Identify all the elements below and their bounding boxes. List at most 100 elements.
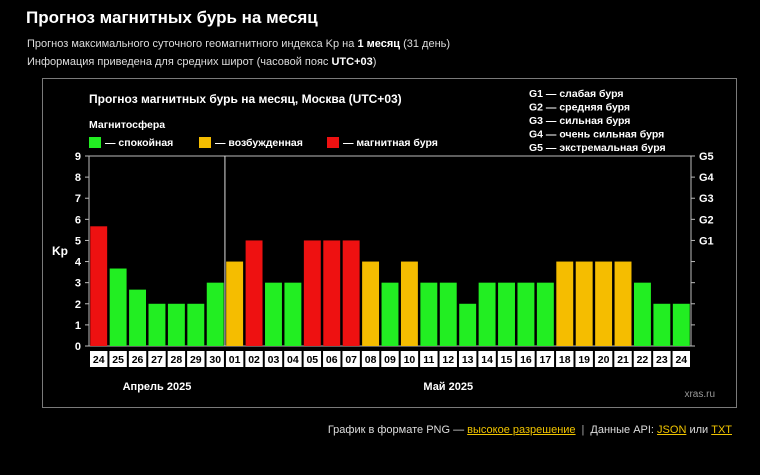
day-label: 05 — [306, 354, 318, 366]
day-label: 19 — [578, 354, 590, 366]
bar — [381, 282, 399, 346]
bar — [167, 303, 185, 346]
day-label-box — [342, 351, 360, 367]
day-label-box — [439, 351, 457, 367]
bar — [478, 282, 496, 346]
bar — [206, 282, 224, 346]
y-tick-label: 9 — [75, 151, 81, 163]
day-label: 08 — [365, 354, 377, 366]
storm-scale-item: G1 — слабая буря — [529, 88, 624, 100]
month-label: Май 2025 — [423, 381, 473, 393]
y-tick-label: 5 — [75, 235, 81, 247]
day-label: 15 — [501, 354, 513, 366]
bar — [672, 303, 690, 346]
day-label-box — [245, 351, 263, 367]
y-tick-label: 7 — [75, 193, 81, 205]
bar — [556, 261, 574, 346]
day-label: 29 — [190, 354, 202, 366]
note-text: Информация приведена для средних широт (… — [27, 56, 332, 68]
storm-scale-item: G3 — сильная буря — [529, 115, 630, 127]
y-axis-label: Kp — [52, 244, 68, 258]
day-label-box — [517, 351, 535, 367]
day-label-box — [264, 351, 283, 367]
legend-swatch-storm — [327, 137, 339, 148]
day-label-box — [187, 351, 205, 367]
day-label-box — [458, 351, 477, 367]
day-label-box — [672, 351, 690, 367]
bar — [226, 261, 244, 346]
legend-label-storm: — магнитная буря — [343, 137, 438, 149]
storm-scale-item: G2 — средняя буря — [529, 102, 630, 114]
day-label: 24 — [93, 354, 105, 366]
day-label-box — [633, 351, 652, 367]
bar — [614, 261, 632, 346]
bar — [323, 240, 341, 346]
json-link[interactable]: JSON — [657, 424, 687, 436]
right-tick-label: G4 — [699, 172, 715, 184]
bar — [148, 303, 166, 346]
chart-frame: Прогноз магнитных бурь на месяц, Москва … — [42, 78, 737, 408]
day-label: 18 — [559, 354, 571, 366]
day-label-box — [109, 351, 127, 367]
day-label: 12 — [442, 354, 454, 366]
right-tick-label: G5 — [699, 151, 714, 163]
y-tick-label: 8 — [75, 172, 81, 184]
note-timezone: UTC+03 — [331, 56, 373, 68]
y-tick-label: 0 — [75, 341, 81, 353]
day-label: 03 — [268, 354, 280, 366]
bar — [575, 261, 593, 346]
desc-period: 1 месяц — [357, 38, 401, 50]
forecast-description: Прогноз максимального суточного геомагни… — [27, 38, 450, 50]
day-label: 13 — [462, 354, 474, 366]
day-label: 10 — [404, 354, 416, 366]
y-tick-label: 3 — [75, 278, 81, 290]
bar — [459, 303, 477, 346]
month-label: Апрель 2025 — [123, 381, 192, 393]
day-label-box — [653, 351, 671, 367]
footer-separator: | — [581, 424, 585, 436]
day-label: 25 — [112, 354, 124, 366]
watermark: xras.ru — [684, 389, 715, 400]
day-label-box — [594, 351, 613, 367]
bar — [595, 261, 613, 346]
day-label-box — [225, 351, 244, 367]
day-label-box — [536, 351, 555, 367]
day-label: 30 — [209, 354, 221, 366]
day-label: 22 — [637, 354, 649, 366]
txt-link[interactable]: TXT — [711, 424, 732, 436]
day-label: 28 — [171, 354, 183, 366]
day-label-box — [128, 351, 147, 367]
bar — [245, 240, 263, 346]
bar — [362, 261, 380, 346]
page-title: Прогноз магнитных бурь на месяц — [26, 8, 318, 27]
high-res-link[interactable]: высокое разрешение — [467, 424, 576, 436]
storm-scale-item: G4 — очень сильная буря — [529, 129, 664, 141]
latitude-note: Информация приведена для средних широт (… — [27, 56, 376, 68]
bar — [498, 282, 515, 346]
chart-title: Прогноз магнитных бурь на месяц, Москва … — [89, 92, 402, 106]
right-tick-label: G1 — [699, 235, 714, 247]
bar — [265, 282, 282, 346]
legend-swatch-excited — [199, 137, 211, 148]
bar — [187, 303, 205, 346]
bar — [342, 240, 360, 346]
y-tick-label: 1 — [75, 320, 81, 332]
day-label-box — [420, 351, 438, 367]
legend-title: Магнитосфера — [89, 119, 165, 131]
bar — [284, 282, 302, 346]
day-label-box — [361, 351, 380, 367]
day-label-box — [167, 351, 186, 367]
day-label-box — [400, 351, 419, 367]
day-label-box — [497, 351, 516, 367]
legend-label-excited: — возбужденная — [215, 137, 303, 149]
day-label-box — [303, 351, 322, 367]
y-tick-label: 2 — [75, 299, 81, 311]
day-label-box — [478, 351, 496, 367]
day-label-box — [381, 351, 399, 367]
day-label: 11 — [423, 354, 434, 366]
day-label-box — [614, 351, 632, 367]
bar — [129, 289, 147, 346]
day-label: 24 — [675, 354, 687, 366]
kp-forecast-chart: Прогноз магнитных бурь на месяц, Москва … — [52, 88, 715, 400]
day-label: 01 — [229, 354, 241, 366]
